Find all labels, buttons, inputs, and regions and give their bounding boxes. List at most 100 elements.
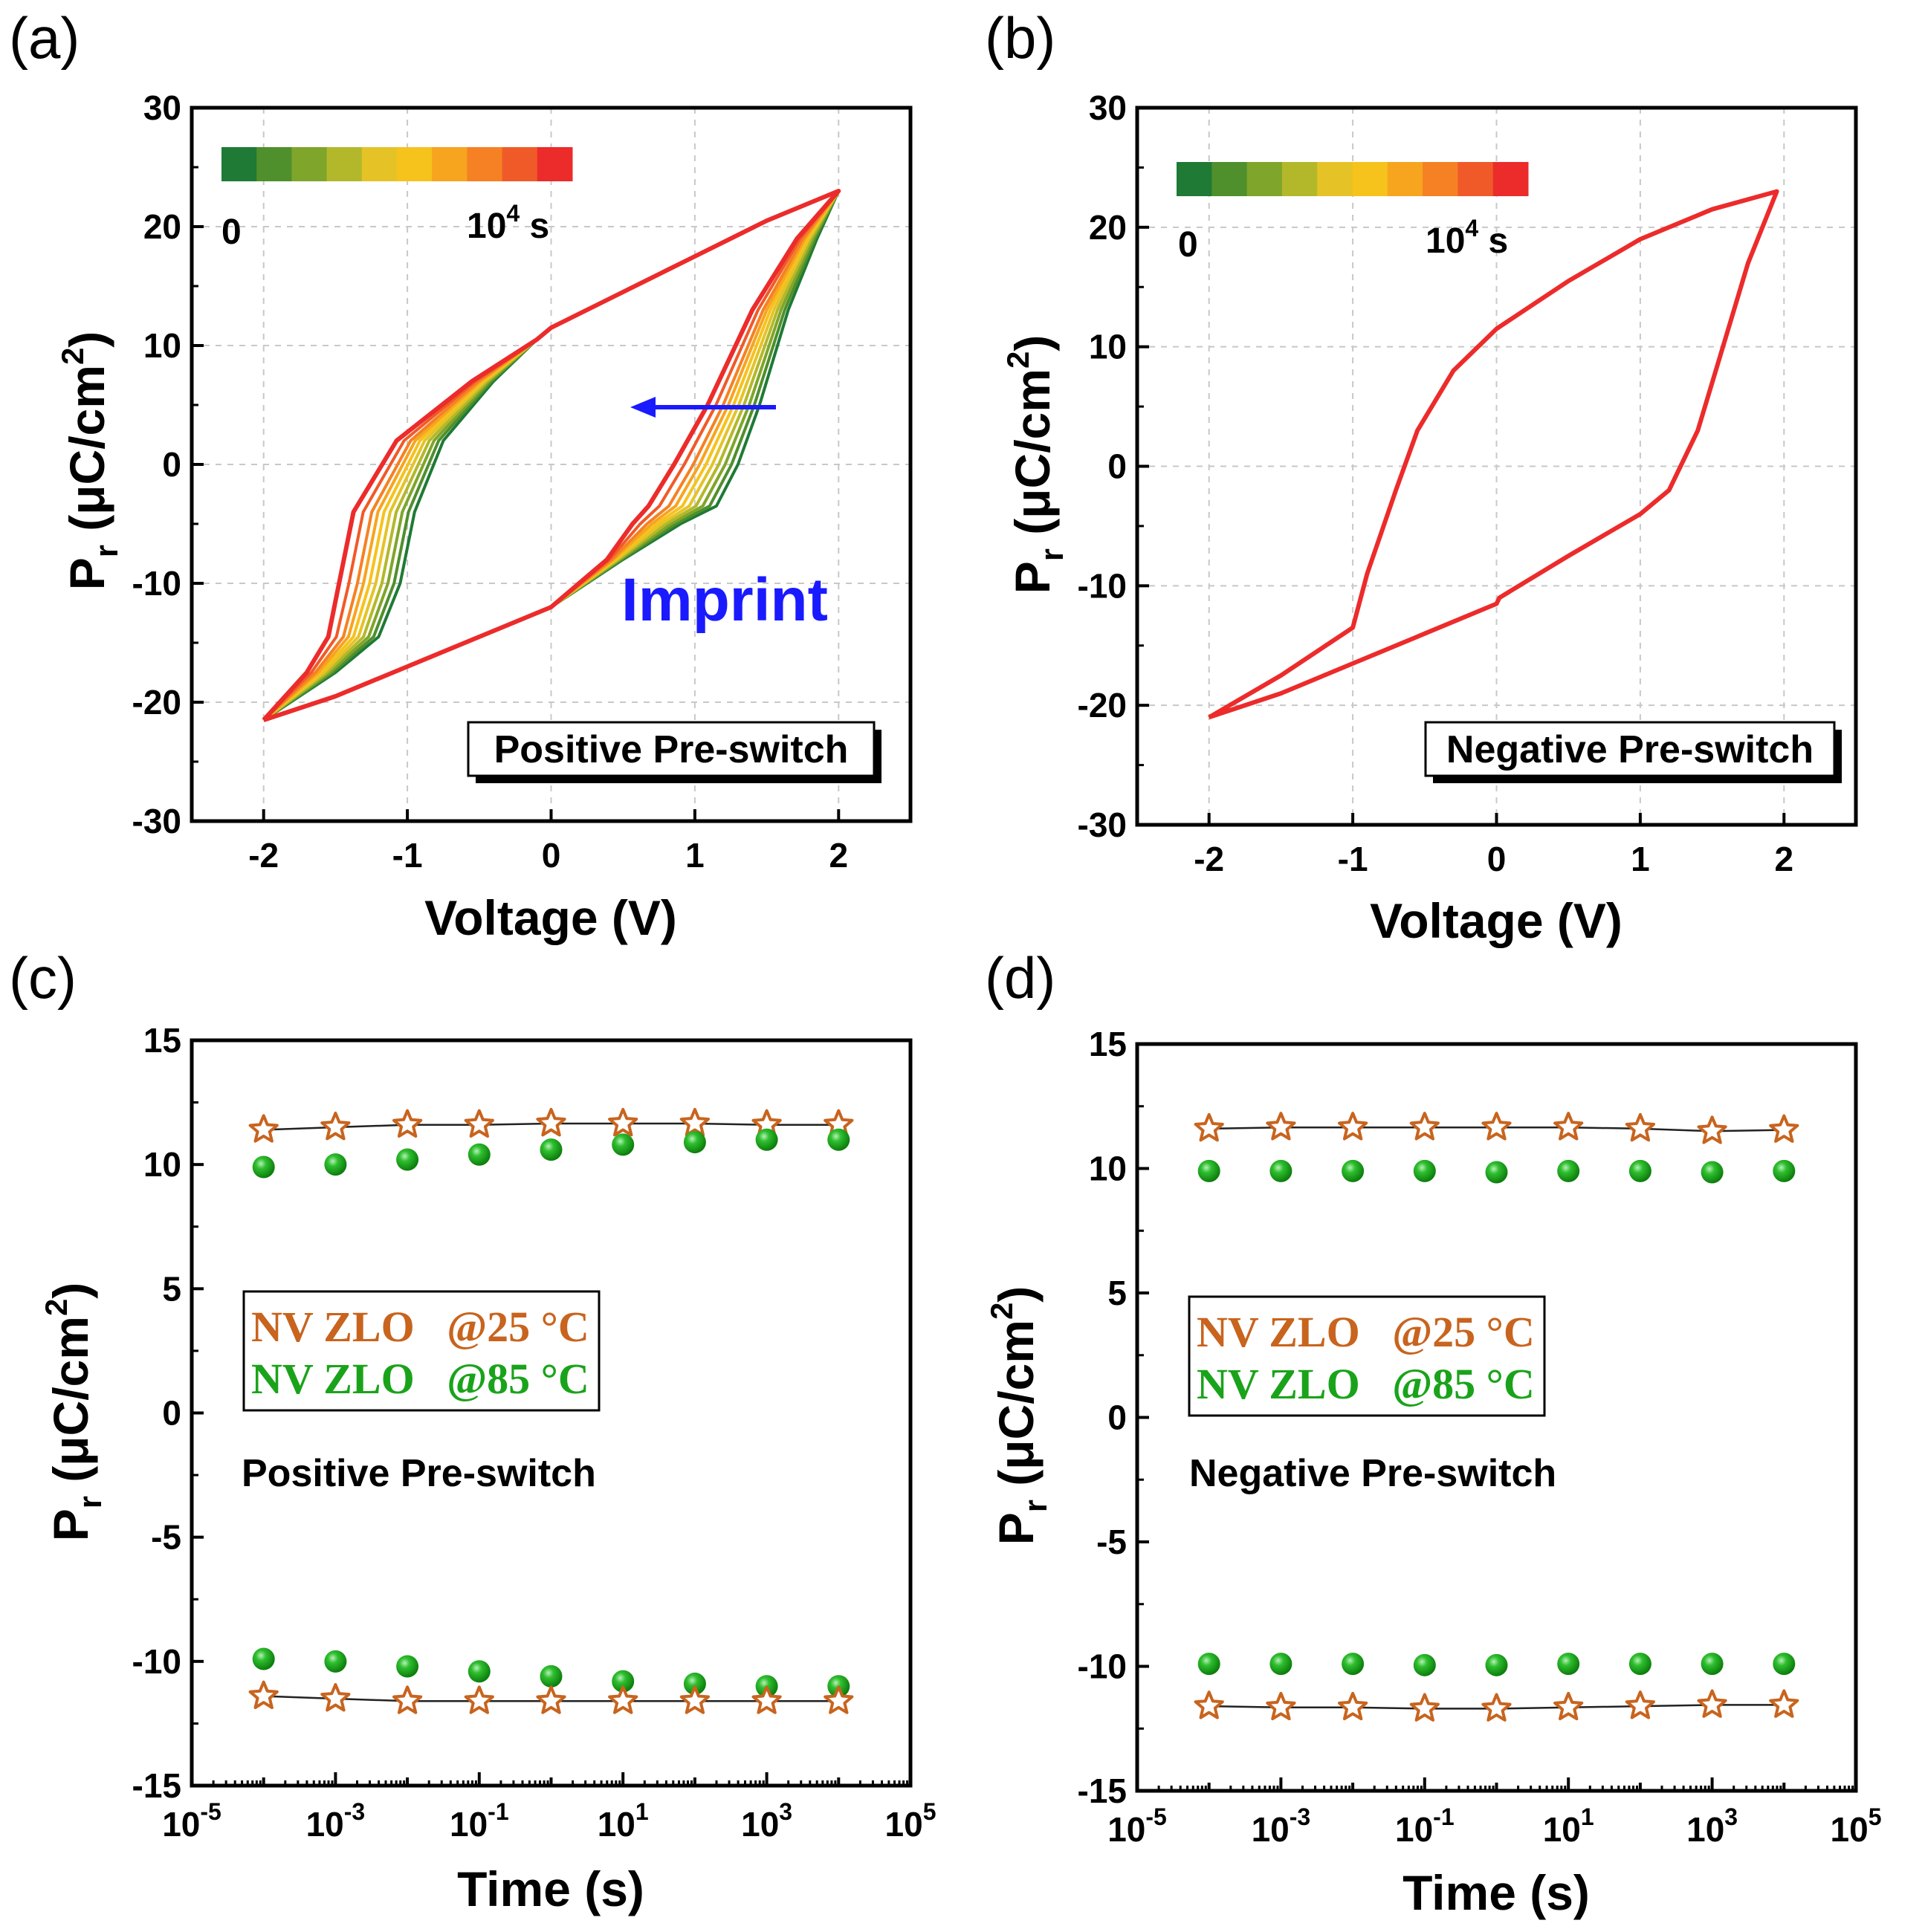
y-tick-label: -20	[1078, 686, 1127, 724]
x-tick-label: 103	[1686, 1803, 1738, 1849]
colorbar-end-label-a: 104 s	[467, 200, 549, 246]
star-marker	[1338, 1691, 1368, 1721]
legend-entry-85c-c: NV ZLO @85 °C	[251, 1355, 589, 1403]
x-tick-label: 2	[1775, 840, 1794, 878]
x-tick-label: -2	[248, 836, 279, 875]
sphere-marker	[755, 1128, 778, 1151]
sphere-marker	[1269, 1653, 1292, 1676]
y-tick-label: 10	[1089, 328, 1127, 366]
star-marker	[1338, 1112, 1368, 1141]
legend-entry-85c-d: NV ZLO @85 °C	[1197, 1360, 1535, 1408]
y-axis-title-c: Pr (μC/cm2)	[39, 1283, 109, 1542]
annotation-d: Negative Pre-switch	[1189, 1452, 1556, 1495]
x-tick-label: -2	[1194, 840, 1224, 878]
y-tick-label: -10	[132, 1642, 181, 1681]
panel-c: 10-5 10-3 10-1 101 103 105 -15 -10 -5 0 5 10 15 NV Z…	[39, 1021, 936, 1916]
star-marker	[320, 1683, 351, 1712]
sphere-marker	[396, 1655, 419, 1678]
star-marker	[1266, 1691, 1296, 1721]
star-marker	[320, 1112, 351, 1141]
hysteresis-loops-b	[1208, 189, 1779, 720]
colorbar-segment	[326, 147, 363, 181]
star-marker	[679, 1108, 710, 1137]
box-label-b: Negative Pre-switch	[1446, 728, 1814, 771]
sphere-marker	[1485, 1161, 1508, 1184]
legend-entry-25c-d: NV ZLO @25 °C	[1197, 1308, 1535, 1356]
axis-ticks-d: 10-5 10-3 10-1 101 103 105 -15 -10 -5 0 5 10 15	[1078, 1025, 1882, 1849]
colorbar-segment	[1317, 162, 1353, 196]
y-tick-label: 0	[162, 1394, 181, 1433]
colorbar-start-label-b: 0	[1178, 225, 1198, 265]
y-tick-label: -30	[132, 802, 181, 840]
colorbar-end-label-b: 104 s	[1426, 215, 1508, 261]
x-tick-label: 0	[1487, 840, 1507, 878]
panel-label-a: (a)	[9, 5, 80, 71]
y-tick-label: 15	[143, 1021, 181, 1060]
colorbar-a	[221, 147, 573, 181]
hysteresis-loop	[1208, 189, 1779, 719]
y-tick-label: 10	[143, 326, 181, 365]
y-tick-label: -20	[132, 683, 181, 722]
colorbar-segment	[467, 147, 503, 181]
sphere-marker	[396, 1148, 419, 1171]
sphere-marker	[324, 1153, 347, 1176]
colorbar-start-label-a: 0	[221, 213, 242, 252]
colorbar-segment	[291, 147, 328, 181]
hysteresis-loop	[1208, 189, 1779, 719]
star-marker	[751, 1685, 782, 1714]
star-marker	[1194, 1690, 1224, 1719]
grid-b	[1137, 107, 1856, 826]
star-marker	[1625, 1112, 1655, 1142]
y-axis-title-d: Pr (μC/cm2)	[984, 1286, 1054, 1546]
colorbar-segment	[256, 147, 292, 181]
x-tick-label: 10-1	[1395, 1803, 1455, 1849]
colorbar-segment	[1246, 162, 1283, 196]
y-tick-label: -5	[151, 1518, 181, 1557]
hysteresis-loop	[1208, 189, 1779, 719]
sphere-marker	[540, 1138, 563, 1161]
y-tick-label: 5	[162, 1269, 181, 1308]
hysteresis-loop	[1208, 189, 1779, 719]
panel-label-c: (c)	[9, 945, 77, 1011]
sphere-marker	[1485, 1653, 1508, 1676]
star-marker	[1769, 1114, 1799, 1143]
panel-label-d: (d)	[985, 945, 1055, 1011]
star-marker	[1481, 1693, 1512, 1722]
star-marker	[248, 1680, 279, 1709]
star-marker	[1481, 1112, 1512, 1141]
sphere-marker	[1628, 1653, 1651, 1676]
sphere-marker	[612, 1133, 635, 1156]
star-marker	[608, 1685, 638, 1714]
sphere-marker	[1701, 1653, 1724, 1676]
sphere-marker	[1628, 1159, 1651, 1182]
y-tick-label: 0	[162, 445, 181, 484]
sphere-marker	[1413, 1159, 1436, 1182]
x-tick-label: 10-3	[1252, 1803, 1311, 1849]
y-tick-label: 20	[143, 207, 181, 246]
sphere-marker	[827, 1128, 850, 1151]
hysteresis-loop	[1208, 189, 1779, 720]
y-tick-label: 0	[1107, 1398, 1127, 1437]
star-marker	[464, 1685, 494, 1714]
panel-d: 10-5 10-3 10-1 101 103 105 -15 -10 -5 0 5 10 15 NV Z…	[984, 1025, 1881, 1920]
y-tick-label: 20	[1089, 208, 1127, 247]
sphere-marker	[1773, 1653, 1796, 1676]
star-marker	[536, 1108, 566, 1137]
x-tick-label: 10-5	[162, 1798, 221, 1844]
star-marker	[1553, 1112, 1584, 1141]
sphere-marker	[1342, 1653, 1365, 1676]
x-tick-label: 1	[1631, 840, 1650, 878]
sphere-marker	[1269, 1159, 1292, 1182]
y-tick-label: 10	[143, 1145, 181, 1184]
colorbar-segment	[397, 147, 433, 181]
imprint-annotation: Imprint	[621, 566, 828, 634]
sphere-marker	[324, 1650, 347, 1673]
star-marker	[536, 1685, 566, 1714]
star-marker	[1625, 1690, 1655, 1719]
hysteresis-loop	[1208, 189, 1779, 719]
x-axis-title-d: Time (s)	[1402, 1865, 1590, 1920]
sphere-marker	[612, 1670, 635, 1693]
star-marker	[824, 1685, 854, 1714]
